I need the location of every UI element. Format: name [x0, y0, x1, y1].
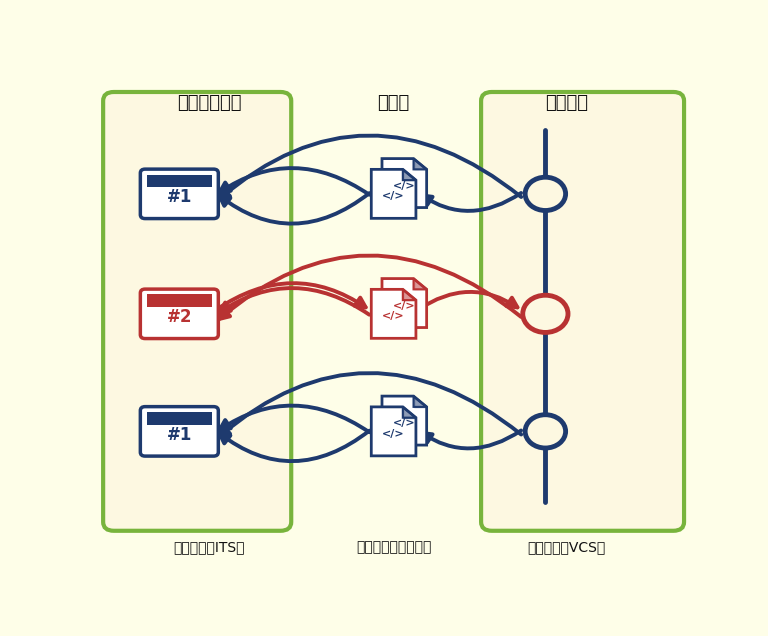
- Text: 共同所有（ITS）: 共同所有（ITS）: [174, 541, 245, 555]
- Polygon shape: [382, 279, 427, 328]
- FancyBboxPatch shape: [103, 92, 291, 531]
- Polygon shape: [403, 169, 416, 180]
- Text: </>: </>: [382, 429, 405, 439]
- Text: コミット: コミット: [545, 94, 588, 113]
- Polygon shape: [371, 289, 416, 338]
- Text: </>: </>: [393, 181, 415, 191]
- FancyBboxPatch shape: [141, 406, 218, 456]
- Bar: [147, 294, 212, 307]
- Text: 個別所有（開発者）: 個別所有（開発者）: [356, 541, 432, 555]
- Polygon shape: [371, 407, 416, 456]
- FancyBboxPatch shape: [481, 92, 684, 531]
- Text: </>: </>: [393, 418, 415, 428]
- Text: #2: #2: [167, 308, 192, 326]
- Circle shape: [525, 415, 565, 448]
- Text: #1: #1: [167, 188, 192, 206]
- Circle shape: [523, 295, 568, 333]
- Polygon shape: [413, 396, 427, 407]
- Polygon shape: [382, 396, 427, 445]
- Polygon shape: [413, 158, 427, 169]
- Text: 共同所有（VCS）: 共同所有（VCS）: [527, 541, 605, 555]
- Text: #1: #1: [167, 425, 192, 444]
- Text: コード: コード: [378, 94, 409, 113]
- Polygon shape: [371, 169, 416, 218]
- Polygon shape: [382, 158, 427, 207]
- Text: タスク・バグ: タスク・バグ: [177, 94, 241, 113]
- Text: </>: </>: [382, 311, 405, 321]
- Text: </>: </>: [382, 191, 405, 202]
- Bar: [147, 174, 212, 187]
- Text: </>: </>: [393, 300, 415, 310]
- Circle shape: [525, 177, 565, 211]
- Polygon shape: [403, 289, 416, 300]
- Polygon shape: [403, 407, 416, 418]
- Polygon shape: [413, 279, 427, 289]
- Bar: [147, 412, 212, 424]
- FancyBboxPatch shape: [141, 169, 218, 219]
- FancyBboxPatch shape: [141, 289, 218, 338]
